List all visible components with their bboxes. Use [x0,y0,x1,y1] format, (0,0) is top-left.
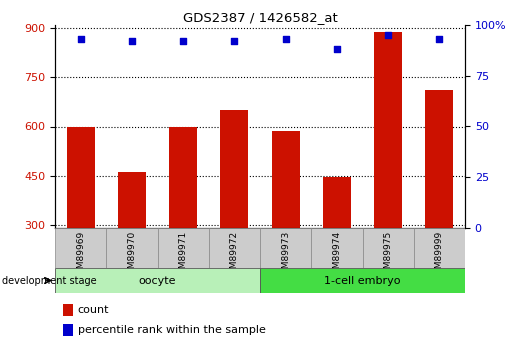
Point [333,47,341,52]
Text: GSM89971: GSM89971 [179,231,188,280]
Text: GSM89973: GSM89973 [281,231,290,280]
Bar [311,228,363,268]
Text: GSM89974: GSM89974 [332,231,341,280]
Bar [63,304,73,316]
Bar [425,90,453,228]
Point [230,39,238,44]
Text: GSM89969: GSM89969 [76,231,85,280]
Text: GSM89975: GSM89975 [384,231,392,280]
Point [128,39,136,44]
Text: percentile rank within the sample: percentile rank within the sample [78,325,266,335]
Text: development stage: development stage [2,276,96,286]
Text: GSM89970: GSM89970 [127,231,136,280]
Bar [158,228,209,268]
Bar [55,228,106,268]
Bar [414,228,465,268]
Text: GSM89972: GSM89972 [230,231,239,280]
Bar [55,268,260,293]
Bar [260,268,465,293]
Text: GSM89999: GSM89999 [435,231,444,280]
Bar [67,127,95,228]
Bar [374,31,402,228]
Text: oocyte: oocyte [139,276,176,286]
Bar [272,131,300,228]
Bar [118,172,146,228]
Bar [260,228,311,268]
Bar [323,177,351,228]
Bar [63,324,73,336]
Point [179,39,187,44]
Text: count: count [78,305,109,315]
Point [77,37,85,42]
Title: GDS2387 / 1426582_at: GDS2387 / 1426582_at [183,11,337,24]
Point [282,37,290,42]
Text: 1-cell embryo: 1-cell embryo [324,276,401,286]
Bar [209,228,260,268]
Bar [169,127,197,228]
Bar [106,228,158,268]
Bar [363,228,414,268]
Bar [220,110,248,228]
Point [384,32,392,38]
Point [435,37,443,42]
